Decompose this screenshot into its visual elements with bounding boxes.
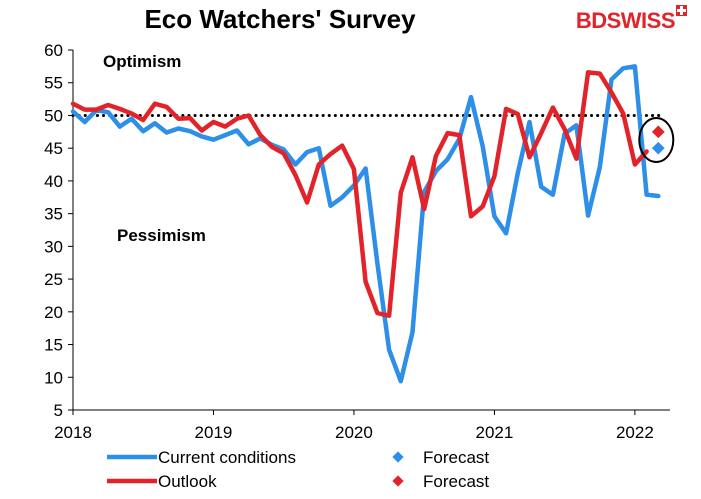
forecast-highlight-ellipse [638,117,675,163]
annotations: Optimism Pessimism [103,52,206,245]
y-tick-label: 10 [44,368,63,387]
y-tick-label: 25 [44,270,63,289]
series-line-outlook [70,70,649,318]
y-tick-label: 35 [44,205,63,224]
legend-label: Forecast [423,448,489,467]
legend-label: Forecast [423,472,489,491]
legend-swatch-forecast [392,451,404,463]
legend-swatch-forecast [392,475,404,487]
y-tick-label: 30 [44,237,63,256]
x-tick-label: 2018 [54,423,92,442]
x-tick-label: 2020 [335,423,373,442]
y-tick-label: 20 [44,303,63,322]
y-tick-label: 45 [44,139,63,158]
forecast-point-outlook [651,125,665,139]
plot-area [70,64,675,384]
forecast-point-current [651,141,665,155]
y-tick-label: 55 [44,74,63,93]
y-tick-label: 60 [44,41,63,60]
y-tick-label: 15 [44,336,63,355]
x-axis: 2018 2019 2020 2021 2022 [54,409,670,442]
y-tick-label: 40 [44,172,63,191]
legend: Current conditions Outlook Forecast Forecas… [107,448,489,491]
legend-label: Outlook [158,472,217,491]
x-tick-label: 2022 [616,423,654,442]
legend-label: Current conditions [158,448,296,467]
y-axis: 5 10 15 20 25 30 35 40 45 50 55 60 [44,41,74,420]
x-tick-label: 2019 [195,423,233,442]
y-tick-label: 5 [54,401,63,420]
brand-logo: BDSWISS [576,5,687,34]
chart-title: Eco Watchers' Survey [144,4,416,34]
annotation-pessimism: Pessimism [117,226,206,245]
annotation-optimism: Optimism [103,52,181,71]
x-tick-label: 2021 [475,423,513,442]
y-tick-label: 50 [44,106,63,125]
swiss-cross-icon [676,5,687,16]
series-line-current-conditions [70,64,661,384]
